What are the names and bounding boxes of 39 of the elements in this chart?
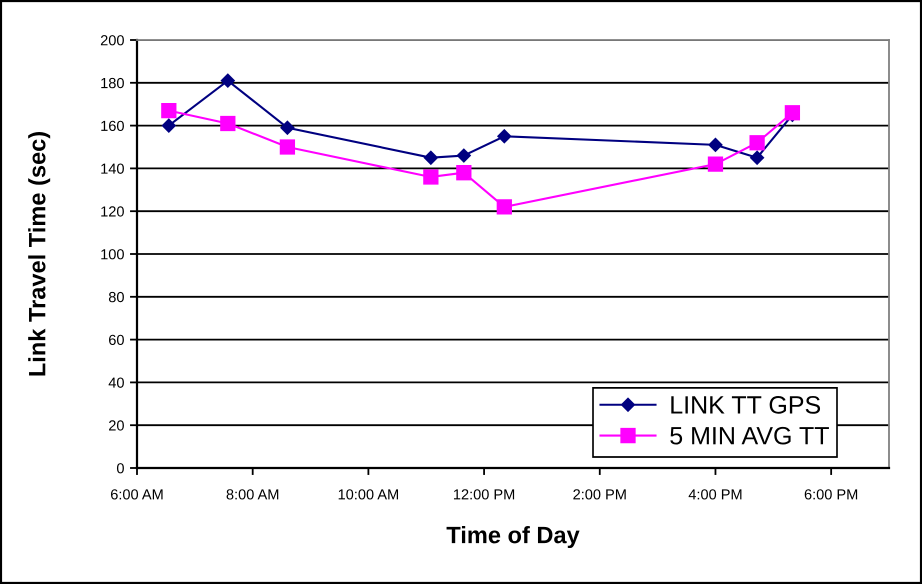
y-tick-label: 200 xyxy=(100,35,124,46)
y-tick-label: 160 xyxy=(101,120,124,132)
point xyxy=(220,74,235,88)
x-axis-title: Time of Day xyxy=(446,526,580,548)
x-tick-label: 8:00 AM xyxy=(226,489,278,500)
x-tick-label: 2:00 PM xyxy=(573,489,626,500)
x-tick-label: 6:00 PM xyxy=(804,489,858,500)
y-tick-label: 140 xyxy=(101,164,124,174)
point xyxy=(749,135,765,150)
y-tick-label: 20 xyxy=(109,420,124,431)
point xyxy=(456,148,471,163)
point xyxy=(497,129,512,144)
point xyxy=(424,150,438,165)
point xyxy=(280,120,294,135)
y-tick-label: 120 xyxy=(101,206,124,217)
point xyxy=(161,102,176,118)
x-tick-label: 6:00 AM xyxy=(110,489,163,500)
point xyxy=(708,138,723,152)
y-tick-label: 80 xyxy=(108,292,124,302)
point xyxy=(423,169,438,185)
point xyxy=(496,199,512,215)
point xyxy=(280,139,296,155)
legend-label: LINK TT GPS xyxy=(671,396,820,414)
point xyxy=(750,150,764,165)
point xyxy=(784,105,800,120)
legend-label: 5 MIN AVG TT xyxy=(670,426,829,445)
y-axis-title: Link Travel Time (sec) xyxy=(28,132,50,376)
point xyxy=(708,156,724,172)
y-tick-label: 0 xyxy=(116,463,124,474)
point xyxy=(162,118,176,133)
y-tick-label: 100 xyxy=(101,249,124,260)
x-tick-label: 4:00 PM xyxy=(688,489,742,500)
point xyxy=(220,116,236,132)
y-tick-label: 60 xyxy=(109,334,124,346)
y-tick-label: 40 xyxy=(108,378,124,388)
y-tick-label: 180 xyxy=(101,78,124,88)
x-tick-label: 12:00 PM xyxy=(454,489,514,500)
x-tick-label: 10:00 AM xyxy=(338,489,398,500)
point xyxy=(456,165,472,180)
